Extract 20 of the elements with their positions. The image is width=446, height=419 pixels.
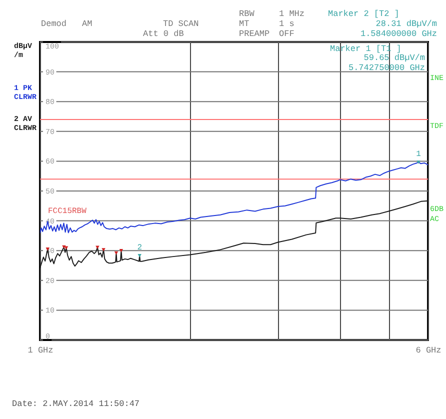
x-tick-label: 6 GHz xyxy=(416,346,442,356)
x-tick-label: 1 GHz xyxy=(28,346,54,356)
annotation: FCC15RBW xyxy=(48,207,87,216)
text: Date: 2.MAY.2014 11:50:47 xyxy=(12,399,140,409)
text: MT xyxy=(239,19,250,29)
text: AM xyxy=(82,19,92,29)
annotation: 59.65 dBµV/m xyxy=(364,53,425,63)
text: RBW xyxy=(239,9,256,19)
text: 1 MHz xyxy=(279,9,305,19)
text: 1.584000000 GHz xyxy=(360,29,437,39)
annotation: 1 xyxy=(416,150,422,160)
text: TD SCAN xyxy=(163,19,199,29)
text: Att 0 dB xyxy=(143,29,184,39)
text: 1 s xyxy=(279,19,294,29)
text: PREAMP xyxy=(239,29,270,39)
annotation: 2 xyxy=(137,244,142,253)
text: Marker 2 [T2 ] xyxy=(328,9,400,19)
text: Demod xyxy=(41,19,67,29)
text: 28.31 dBµV/m xyxy=(376,19,437,29)
text: OFF xyxy=(279,29,294,39)
